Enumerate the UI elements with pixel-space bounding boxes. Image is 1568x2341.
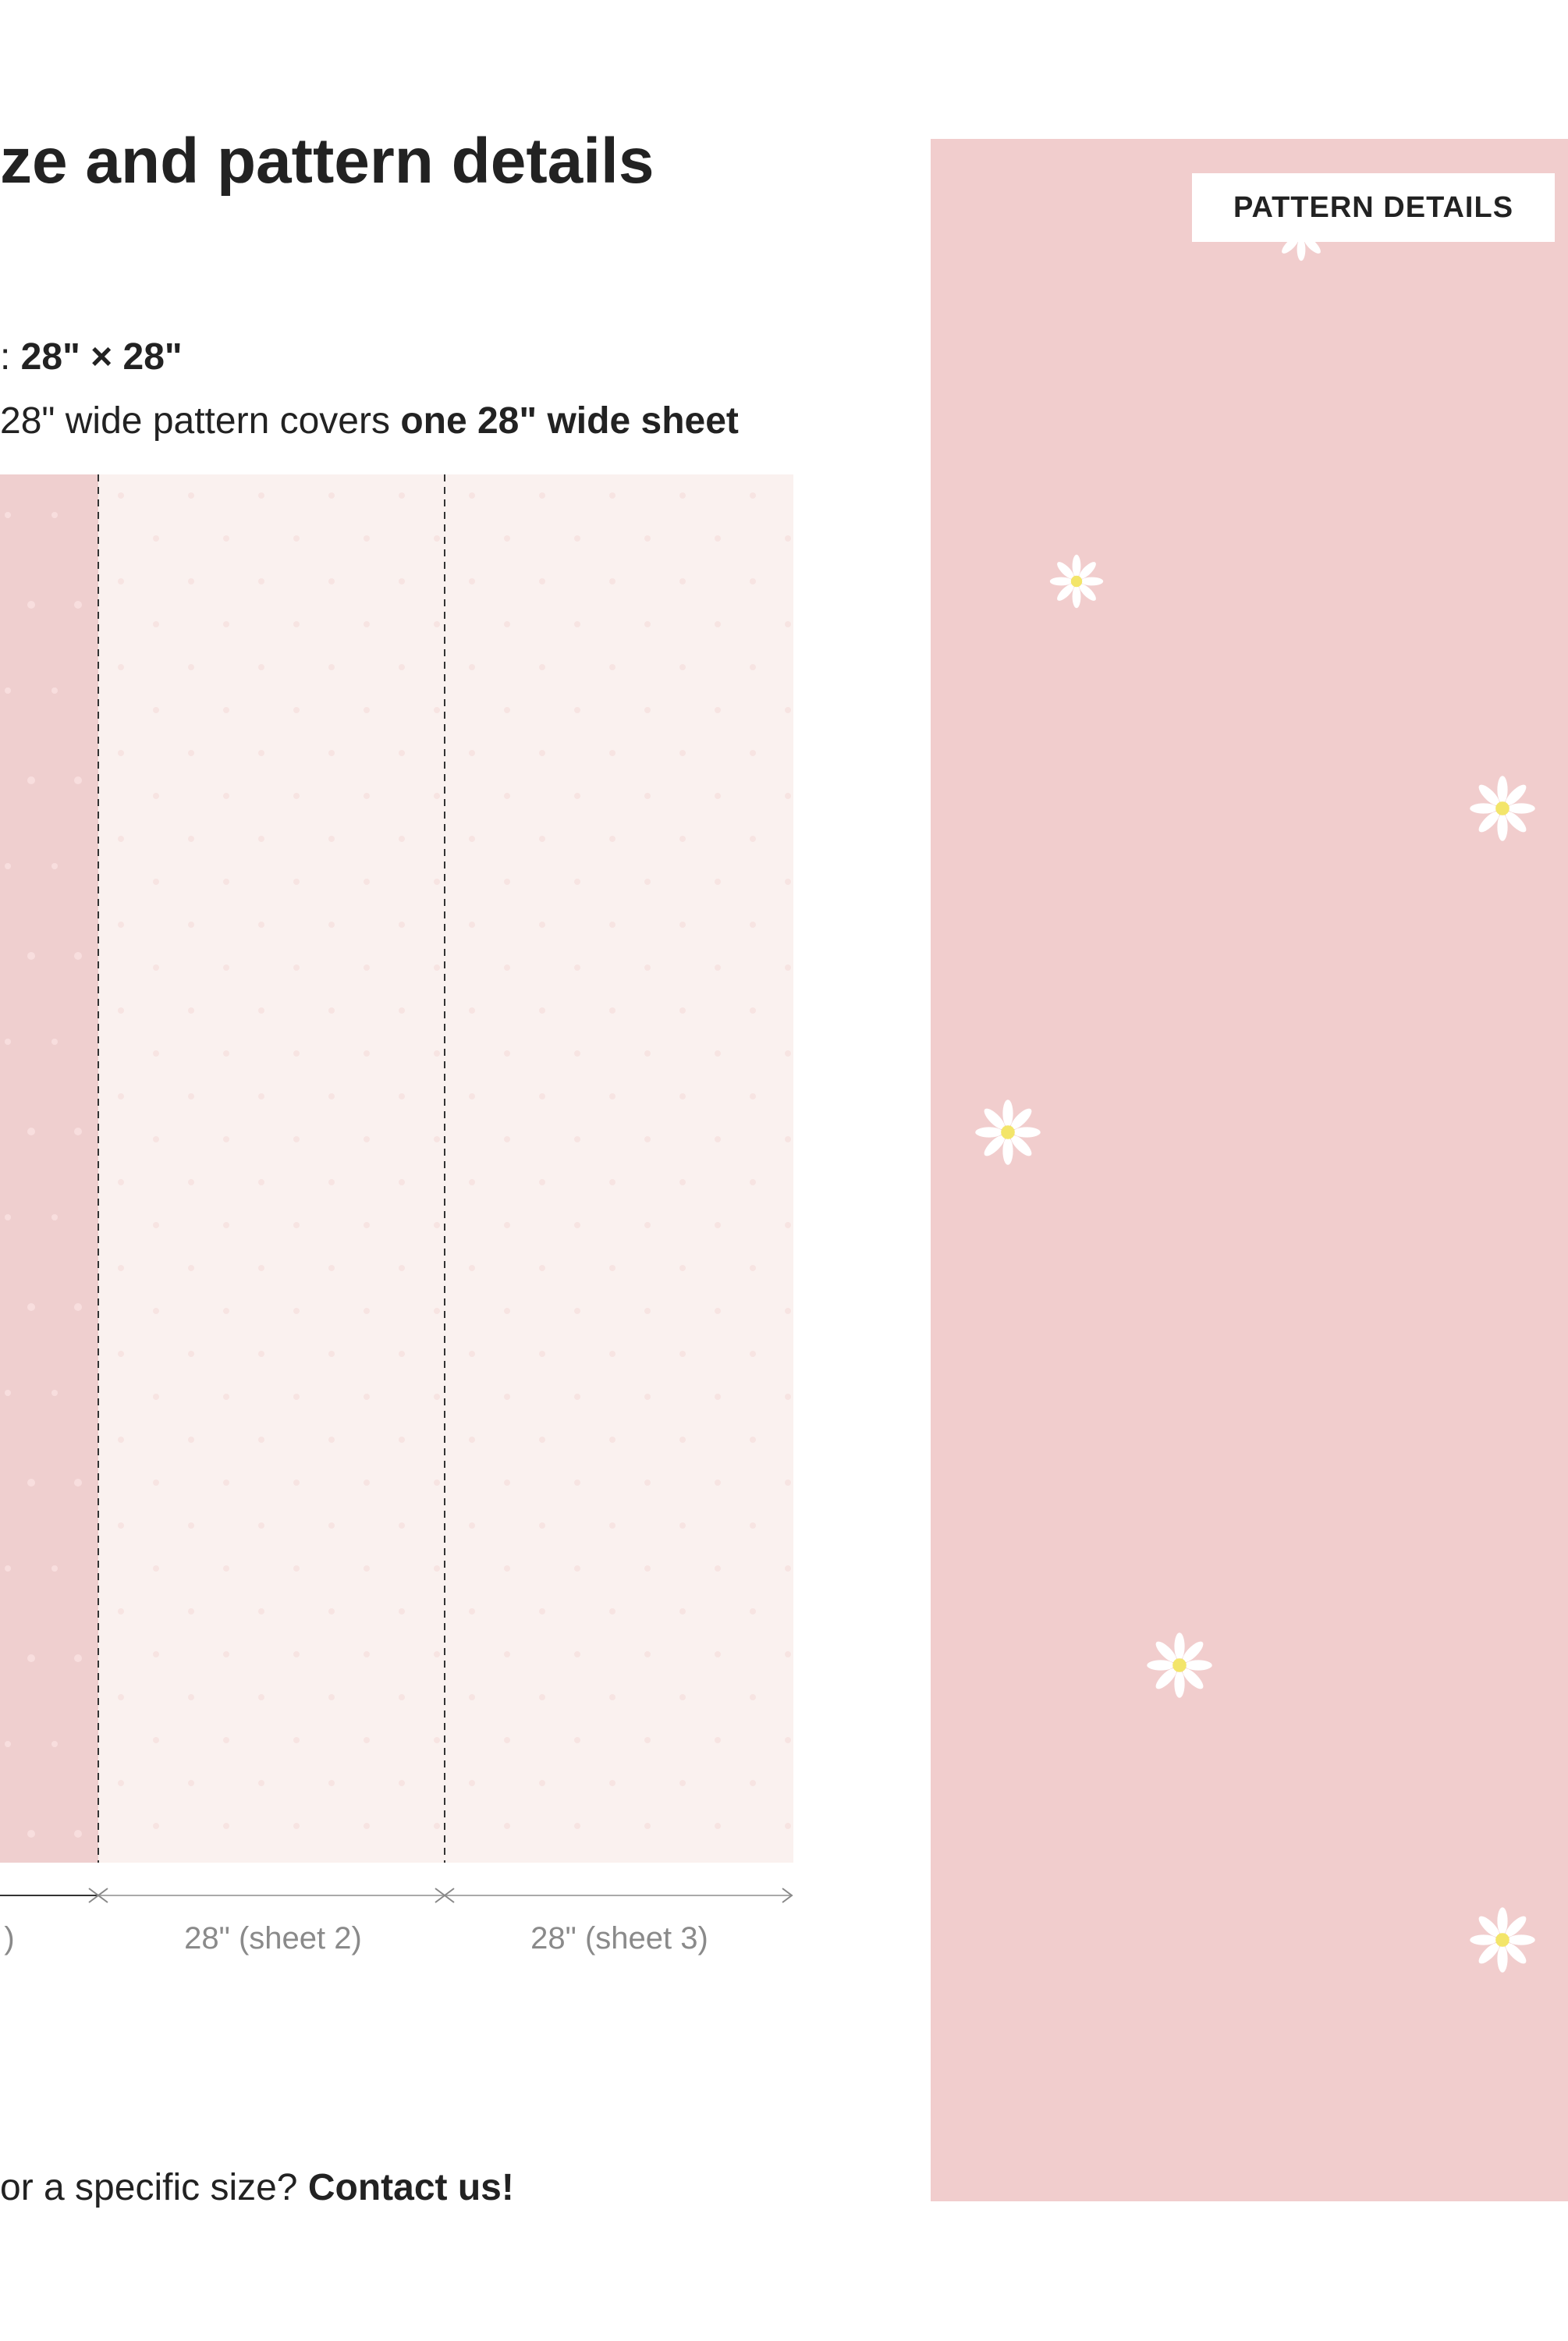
contact-link[interactable]: Contact us! xyxy=(307,2167,514,2208)
sheet-label: 28" (sheet 3) xyxy=(530,1921,708,1956)
measure-ticks xyxy=(88,1888,793,1903)
pattern-panel xyxy=(931,139,1568,2201)
daisy xyxy=(1049,554,1104,609)
coverage-bold: one 28" wide sheet xyxy=(400,400,739,442)
pattern-details-button[interactable]: PATTERN DETAILS xyxy=(1192,173,1555,242)
daisy xyxy=(1470,1907,1535,1973)
sheet-1-pattern xyxy=(0,474,98,1863)
contact-text: or a specific size? xyxy=(0,2167,308,2208)
size-line: : 28" × 28" xyxy=(0,336,183,378)
sheets-pattern xyxy=(98,474,793,1863)
coverage-text: 28" wide pattern covers xyxy=(0,400,401,442)
size-prefix: : xyxy=(0,336,21,378)
daisy xyxy=(1470,776,1535,841)
daisy xyxy=(975,1099,1041,1165)
size-value: 28" × 28" xyxy=(20,336,183,378)
coverage-line: 28" wide pattern covers one 28" wide she… xyxy=(0,400,739,442)
sheet-label: 28" (sheet 2) xyxy=(184,1921,362,1956)
contact-line: or a specific size? Contact us! xyxy=(0,2166,514,2209)
pattern-sample xyxy=(931,139,1568,2201)
section-title: ze and pattern details xyxy=(0,126,655,197)
daisy xyxy=(1147,1632,1212,1698)
preview xyxy=(0,474,793,1903)
sheet-label: ) xyxy=(4,1921,15,1956)
